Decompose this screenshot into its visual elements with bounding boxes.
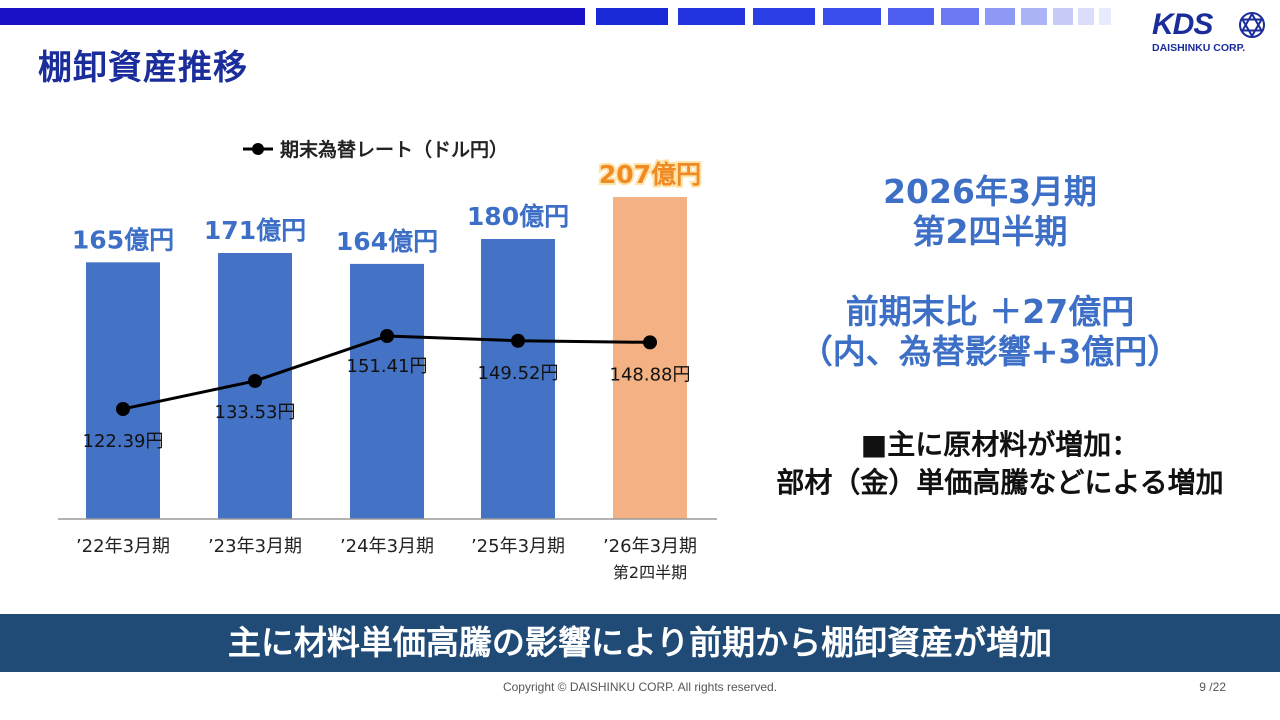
page-title: 棚卸資産推移	[38, 48, 248, 88]
inventory-chart: 165億円 171億円 164億円 180億円 207億円 122.39円 133.53円 1…	[58, 138, 717, 582]
exchange-rate-point	[116, 402, 130, 416]
exchange-rate-label: 149.52円	[478, 363, 559, 384]
legend-point-marker	[252, 143, 264, 155]
exchange-rate-label: 122.39円	[83, 431, 164, 452]
exchange-rate-point	[511, 333, 525, 348]
cause-line-1: ■主に原材料が増加：	[860, 428, 1140, 461]
exchange-rate-point	[248, 373, 262, 388]
logo-star-icon	[1239, 11, 1265, 39]
exchange-rate-point	[643, 335, 657, 350]
bar	[86, 262, 160, 519]
header-decoration-bar	[0, 8, 1140, 25]
bar	[481, 239, 555, 519]
x-tick-label: 第2四半期	[613, 563, 687, 582]
exchange-rate-label: 133.53円	[215, 402, 296, 423]
period-line-1: 2026年3月期	[883, 172, 1097, 211]
x-tick-label: ’22年3月期	[76, 536, 170, 557]
cause-line-2: 部材（金）単価高騰などによる増加	[776, 466, 1224, 499]
x-tick-label: ’26年3月期	[603, 536, 697, 557]
page-number: 9 /22	[1199, 680, 1226, 694]
period-line-2: 第2四半期	[912, 212, 1068, 251]
logo-text: KDS	[1152, 8, 1213, 41]
bar-value-label: 207億円	[599, 160, 701, 189]
x-tick-label: ’24年3月期	[340, 536, 434, 557]
bar-value-label: 180億円	[467, 202, 569, 231]
exchange-rate-label: 151.41円	[347, 356, 428, 377]
exchange-rate-label: 148.88円	[610, 364, 691, 385]
period-label: 2026年3月期 第2四半期	[830, 172, 1150, 252]
bar-value-label: 164億円	[336, 227, 438, 256]
company-logo: KDS DAISHINKU CORP.	[1150, 8, 1268, 56]
change-line-1: 前期末比 ＋27億円	[845, 292, 1135, 331]
cause-note: ■主に原材料が増加： 部材（金）単価高騰などによる増加	[740, 426, 1260, 502]
exchange-rate-point	[380, 329, 394, 343]
legend-label: 期末為替レート（ドル円）	[280, 138, 508, 161]
x-tick-label: ’25年3月期	[471, 536, 565, 557]
change-line-2: （内、為替影響+3億円）	[799, 332, 1181, 371]
x-tick-label: ’23年3月期	[208, 536, 302, 557]
copyright-text: Copyright © DAISHINKU CORP. All rights r…	[502, 680, 778, 694]
change-summary: 前期末比 ＋27億円 （内、為替影響+3億円）	[790, 292, 1190, 372]
bar	[613, 197, 687, 519]
bar-value-label: 165億円	[72, 225, 174, 254]
summary-banner: 主に材料単価高騰の影響により前期から棚卸資産が増加	[0, 614, 1280, 672]
bar-value-label: 171億円	[204, 216, 306, 245]
bar	[350, 263, 424, 519]
logo-subtext: DAISHINKU CORP.	[1152, 42, 1246, 54]
